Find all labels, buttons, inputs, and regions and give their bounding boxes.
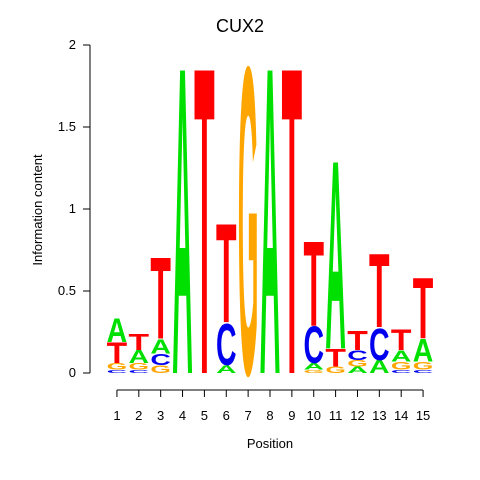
x-tick-label: 1 bbox=[113, 408, 120, 423]
x-tick-label: 2 bbox=[135, 408, 142, 423]
y-tick-label: 0 bbox=[69, 365, 76, 380]
logo-letter-G-pos-14: G bbox=[391, 360, 412, 372]
x-tick-label: 5 bbox=[201, 408, 208, 423]
logo-letter-A-pos-4: A bbox=[172, 0, 193, 468]
chart-title: CUX2 bbox=[216, 16, 264, 36]
logo-letter-G-pos-7: G bbox=[238, 0, 259, 468]
x-axis: 1 2 3 4 5 6 7 8 9 10 11 12 13 14 15 bbox=[113, 389, 430, 423]
logo-letter-C-pos-3: C bbox=[150, 350, 171, 368]
logo-letter-A-pos-13: A bbox=[369, 357, 390, 378]
logo-letter-G-pos-11: G bbox=[325, 365, 346, 375]
logo-letter-T-pos-1: T bbox=[107, 336, 128, 370]
logo-letter-A-pos-2: A bbox=[129, 347, 150, 368]
logo-letter-G-pos-3: G bbox=[150, 363, 171, 375]
logo-letter-T-pos-2: T bbox=[129, 330, 150, 355]
x-axis-label: Position bbox=[247, 436, 293, 451]
y-axis-label: Information content bbox=[30, 154, 45, 266]
logo-letter-T-pos-3: T bbox=[150, 234, 171, 364]
logo-letter-G-pos-12: G bbox=[347, 359, 368, 369]
logo-letter-T-pos-6: T bbox=[216, 194, 237, 352]
logo-letter-T-pos-14: T bbox=[391, 323, 412, 357]
logo-letter-C-pos-12: C bbox=[347, 348, 368, 363]
y-tick-label: 1.5 bbox=[58, 119, 76, 134]
logo-letter-T-pos-9: T bbox=[282, 0, 303, 467]
x-tick-label: 6 bbox=[223, 408, 230, 423]
x-tick-label: 8 bbox=[266, 408, 273, 423]
logo-letter-C-pos-13: C bbox=[369, 319, 390, 371]
logo-letter-C-pos-10: C bbox=[303, 316, 324, 374]
logo-letter-C-pos-6: C bbox=[216, 311, 237, 377]
logo-letter-T-pos-13: T bbox=[369, 231, 390, 350]
logo-letter-T-pos-12: T bbox=[347, 325, 368, 356]
y-axis: 0 0.5 1 1.5 2 bbox=[58, 37, 91, 380]
y-tick-label: 1 bbox=[69, 201, 76, 216]
x-tick-label: 12 bbox=[350, 408, 364, 423]
logo-letter-C-pos-15: C bbox=[413, 369, 434, 374]
logo-letter-G-pos-2: G bbox=[129, 362, 150, 372]
x-tick-label: 10 bbox=[306, 408, 320, 423]
logo-letter-T-pos-15: T bbox=[413, 259, 434, 357]
logo-letter-A-pos-1: A bbox=[107, 310, 128, 349]
logo-letter-A-pos-10: A bbox=[303, 362, 324, 372]
logo-letter-C-pos-14: C bbox=[391, 369, 412, 374]
y-tick-label: 2 bbox=[69, 37, 76, 52]
x-tick-label: 14 bbox=[394, 408, 408, 423]
logo-letter-T-pos-11: T bbox=[325, 344, 346, 372]
logo-letter-A-pos-6: A bbox=[216, 362, 237, 375]
x-tick-label: 13 bbox=[372, 408, 386, 423]
logo-letter-T-pos-5: T bbox=[194, 0, 215, 467]
x-tick-label: 11 bbox=[329, 408, 343, 423]
y-tick-label: 0.5 bbox=[58, 283, 76, 298]
logo-letter-A-pos-12: A bbox=[347, 365, 368, 375]
x-tick-label: 3 bbox=[157, 408, 164, 423]
x-tick-label: 4 bbox=[179, 408, 186, 423]
logo-letter-A-pos-11: A bbox=[325, 104, 346, 406]
logo-letter-A-pos-15: A bbox=[413, 334, 434, 369]
logo-letter-A-pos-3: A bbox=[150, 336, 171, 358]
logo-letter-A-pos-8: A bbox=[260, 0, 281, 468]
x-tick-label: 7 bbox=[245, 408, 252, 423]
logo-letter-G-pos-10: G bbox=[303, 369, 324, 374]
logo-letter-G-pos-1: G bbox=[107, 362, 128, 372]
x-tick-label: 9 bbox=[288, 408, 295, 423]
logo-letter-G-pos-15: G bbox=[413, 360, 434, 372]
logo-letter-A-pos-14: A bbox=[391, 347, 412, 365]
logo-letter-T-pos-10: T bbox=[303, 215, 324, 351]
x-tick-label: 15 bbox=[416, 408, 430, 423]
logo-letter-C-pos-1: C bbox=[107, 369, 128, 374]
logo-letter-C-pos-2: C bbox=[129, 369, 150, 374]
